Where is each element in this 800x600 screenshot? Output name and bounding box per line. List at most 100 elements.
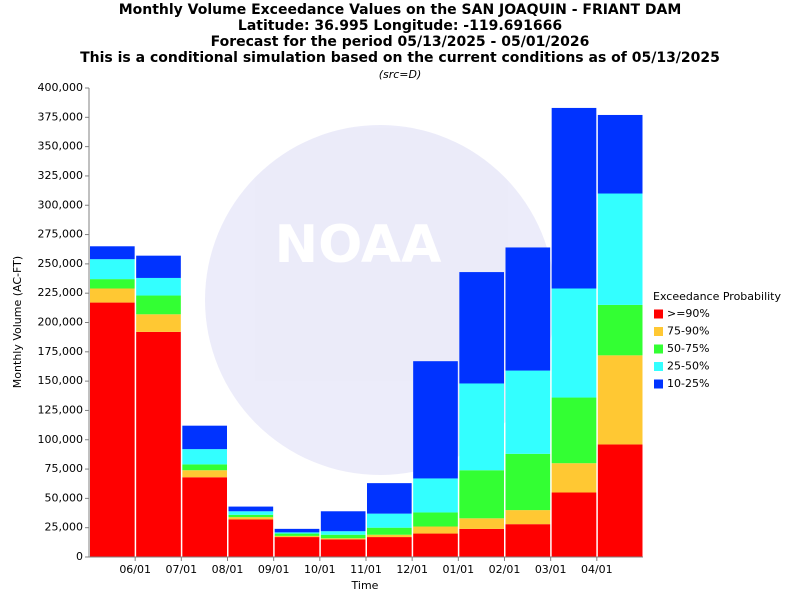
- y-tick-label: 375,000: [38, 110, 84, 123]
- y-axis-label: Monthly Volume (AC-FT): [11, 256, 24, 388]
- bar-segment: [320, 538, 366, 540]
- bar-segment: [320, 539, 366, 557]
- bar-segment: [274, 528, 320, 533]
- chart-title: Latitude: 36.995 Longitude: -119.691666: [238, 18, 562, 34]
- bar-segment: [182, 425, 227, 450]
- bar-segment: [459, 470, 504, 519]
- bar-segment: [274, 533, 320, 536]
- y-tick-label: 75,000: [45, 462, 84, 475]
- bar-segment: [505, 453, 551, 511]
- y-tick-label: 300,000: [38, 198, 84, 211]
- legend-swatch: [654, 379, 663, 389]
- bar-segment: [90, 302, 135, 557]
- y-tick-label: 100,000: [38, 433, 84, 446]
- legend-swatch: [654, 344, 663, 354]
- bar-segment: [505, 370, 551, 454]
- bar-segment: [367, 534, 412, 538]
- x-tick-label: 03/01: [535, 563, 567, 576]
- bar-segment: [320, 511, 366, 532]
- x-axis-label: Time: [351, 579, 379, 592]
- legend-label: 75-90%: [667, 325, 709, 338]
- y-tick-label: 125,000: [38, 403, 84, 416]
- y-tick-label: 150,000: [38, 374, 84, 387]
- y-tick-label: 325,000: [38, 169, 84, 182]
- bar-segment: [551, 397, 597, 464]
- chart-title: This is a conditional simulation based o…: [80, 50, 720, 66]
- bar-segment: [459, 518, 504, 529]
- x-tick-label: 08/01: [212, 563, 244, 576]
- bar-segment: [274, 532, 320, 534]
- x-tick-label: 06/01: [119, 563, 151, 576]
- y-tick-label: 0: [76, 550, 83, 563]
- bar-segment: [274, 535, 320, 538]
- bar-segment: [413, 512, 458, 527]
- bar-segment: [413, 478, 458, 513]
- bar-segment: [597, 304, 643, 356]
- bar-segment: [551, 492, 597, 557]
- bar-segment: [136, 295, 181, 315]
- y-tick-label: 200,000: [38, 316, 84, 329]
- bar-segment: [505, 510, 551, 525]
- chart-title: Monthly Volume Exceedance Values on the …: [119, 2, 682, 18]
- bar-segment: [413, 533, 458, 557]
- y-tick-label: 350,000: [38, 140, 84, 153]
- watermark-text: NOAA: [275, 215, 442, 275]
- bar-segment: [505, 247, 551, 371]
- bar-segment: [228, 506, 274, 512]
- legend-label: 25-50%: [667, 360, 709, 373]
- bar-segment: [367, 527, 412, 535]
- bar-segment: [597, 355, 643, 445]
- y-tick-label: 225,000: [38, 286, 84, 299]
- bar-segment: [90, 288, 135, 303]
- legend-label: 50-75%: [667, 342, 709, 355]
- bar-segment: [459, 528, 504, 557]
- bar-segment: [228, 511, 274, 515]
- bar-segment: [367, 513, 412, 528]
- legend-swatch: [654, 327, 663, 336]
- y-tick-label: 175,000: [38, 345, 84, 358]
- x-tick-label: 11/01: [350, 563, 382, 576]
- bar-segment: [367, 537, 412, 557]
- bar-segment: [274, 537, 320, 557]
- x-tick-label: 09/01: [258, 563, 290, 576]
- bar-segment: [136, 277, 181, 296]
- bar-segment: [413, 361, 458, 479]
- bar-segment: [228, 517, 274, 520]
- bar-segment: [413, 526, 458, 534]
- chart-subtitle: (src=D): [379, 68, 422, 81]
- legend-label: 10-25%: [667, 377, 709, 390]
- y-tick-label: 50,000: [45, 491, 84, 504]
- bar-segment: [228, 514, 274, 518]
- bar-segment: [90, 259, 135, 280]
- y-tick-label: 250,000: [38, 257, 84, 270]
- bar-segment: [459, 383, 504, 471]
- y-tick-label: 25,000: [45, 521, 84, 534]
- bar-segment: [182, 477, 227, 557]
- bar-segment: [597, 114, 643, 194]
- bar-segment: [136, 331, 181, 557]
- bar-segment: [182, 470, 227, 478]
- x-tick-label: 12/01: [396, 563, 428, 576]
- bar-segment: [367, 483, 412, 514]
- bar-segment: [182, 449, 227, 465]
- legend-swatch: [654, 309, 663, 319]
- bar-segment: [459, 272, 504, 384]
- bar-segment: [136, 314, 181, 332]
- y-tick-label: 400,000: [38, 81, 84, 94]
- bar-segment: [228, 519, 274, 557]
- y-tick-label: 275,000: [38, 228, 84, 241]
- bar-segment: [551, 288, 597, 398]
- bar-segment: [551, 463, 597, 493]
- bar-segment: [597, 444, 643, 557]
- bar-segment: [551, 107, 597, 289]
- bar-segment: [90, 246, 135, 260]
- legend-swatch: [654, 362, 663, 371]
- x-tick-label: 04/01: [581, 563, 613, 576]
- x-tick-label: 02/01: [489, 563, 521, 576]
- bar-segment: [136, 255, 181, 278]
- x-tick-label: 07/01: [165, 563, 197, 576]
- bar-segment: [182, 464, 227, 471]
- x-tick-label: 10/01: [304, 563, 336, 576]
- bar-segment: [505, 524, 551, 557]
